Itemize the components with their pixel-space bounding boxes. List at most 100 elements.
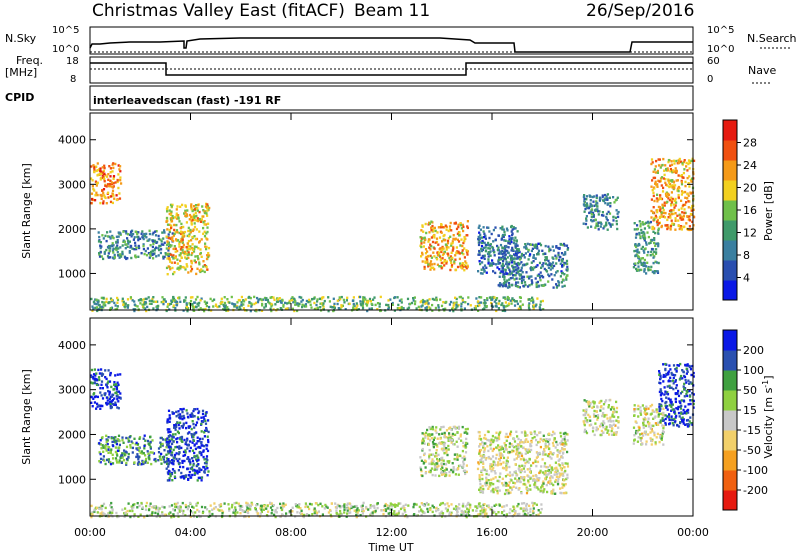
echo-cell bbox=[482, 266, 485, 269]
echo-cell bbox=[452, 466, 455, 469]
echo-cell bbox=[688, 228, 691, 232]
echo-cell bbox=[615, 410, 618, 414]
echo-cell bbox=[688, 175, 691, 178]
echo-cell bbox=[547, 453, 550, 456]
echo-cell bbox=[195, 215, 198, 218]
echo-cell bbox=[670, 219, 673, 222]
echo-cell bbox=[339, 297, 342, 301]
echo-cell bbox=[655, 408, 658, 411]
echo-cell bbox=[148, 229, 151, 232]
echo-cell bbox=[674, 167, 677, 170]
echo-cell bbox=[413, 296, 416, 299]
echo-cell bbox=[180, 239, 183, 243]
echo-cell bbox=[92, 393, 95, 396]
echo-cell bbox=[99, 178, 102, 181]
echo-cell bbox=[520, 454, 524, 458]
echo-cell bbox=[154, 300, 157, 303]
echo-cell bbox=[527, 479, 530, 482]
echo-cell bbox=[443, 226, 446, 229]
colorbar-tick-label: 8 bbox=[743, 249, 750, 262]
echo-cell bbox=[165, 220, 168, 223]
echo-cell bbox=[533, 266, 536, 269]
echo-cell bbox=[478, 445, 481, 448]
echo-cell bbox=[558, 464, 561, 467]
echo-cell bbox=[640, 263, 643, 266]
echo-cell bbox=[608, 196, 611, 199]
echo-cell bbox=[319, 302, 322, 305]
echo-cell bbox=[155, 246, 158, 249]
echo-cell bbox=[116, 449, 119, 452]
echo-cell bbox=[513, 437, 516, 441]
echo-cell bbox=[431, 240, 435, 244]
echo-cell bbox=[641, 442, 644, 446]
echo-cell bbox=[212, 305, 215, 308]
echo-cell bbox=[671, 179, 674, 182]
echo-cell bbox=[130, 440, 133, 443]
echo-cell bbox=[449, 300, 453, 304]
echo-cell bbox=[378, 305, 381, 308]
echo-cell bbox=[205, 206, 208, 210]
echo-cell bbox=[438, 236, 442, 239]
echo-cell bbox=[478, 476, 481, 479]
echo-cell bbox=[535, 438, 538, 442]
echo-cell bbox=[498, 449, 501, 452]
echo-cell bbox=[690, 206, 693, 210]
echo-cell bbox=[169, 260, 172, 263]
echo-cell bbox=[178, 245, 181, 248]
echo-cell bbox=[547, 466, 550, 469]
echo-cell bbox=[545, 256, 548, 259]
echo-cell bbox=[503, 251, 506, 255]
echo-cell bbox=[476, 304, 480, 308]
echo-cell bbox=[253, 302, 256, 306]
echo-cell bbox=[196, 416, 200, 419]
echo-cell bbox=[610, 429, 613, 433]
echo-cell bbox=[162, 438, 165, 441]
echo-cell bbox=[359, 302, 362, 306]
echo-cell bbox=[114, 441, 117, 444]
echo-cell bbox=[142, 306, 145, 309]
echo-cell bbox=[420, 299, 423, 303]
echo-cell bbox=[441, 253, 445, 257]
echo-cell bbox=[133, 248, 136, 251]
echo-cell bbox=[432, 453, 435, 456]
echo-cell bbox=[454, 258, 457, 261]
echo-cell bbox=[452, 245, 455, 249]
echo-cell bbox=[681, 390, 684, 394]
echo-cell bbox=[430, 220, 433, 223]
echo-cell bbox=[497, 261, 500, 265]
echo-cell bbox=[595, 200, 598, 203]
echo-cell bbox=[593, 409, 596, 413]
echo-cell bbox=[644, 264, 647, 268]
echo-cell bbox=[454, 433, 457, 436]
echo-cell bbox=[429, 254, 432, 258]
echo-cell bbox=[445, 228, 448, 231]
echo-cell bbox=[590, 225, 593, 228]
echo-cell bbox=[547, 280, 550, 283]
echo-cell bbox=[479, 438, 483, 441]
echo-cell bbox=[91, 179, 94, 182]
echo-cell bbox=[505, 227, 509, 230]
echo-cell bbox=[602, 214, 605, 217]
echo-cell bbox=[654, 231, 657, 235]
echo-cell bbox=[112, 162, 115, 165]
echo-cell bbox=[481, 473, 484, 477]
echo-cell bbox=[501, 225, 504, 228]
echo-cell bbox=[181, 233, 184, 237]
echo-cell bbox=[249, 309, 252, 313]
echo-cell bbox=[206, 435, 209, 438]
echo-cell bbox=[205, 304, 208, 308]
echo-cell bbox=[160, 240, 163, 243]
echo-cell bbox=[527, 258, 530, 261]
echo-cell bbox=[608, 212, 612, 215]
echo-cell bbox=[112, 457, 115, 460]
echo-cell bbox=[515, 300, 518, 303]
echo-cell bbox=[211, 299, 214, 303]
echo-cell bbox=[530, 441, 533, 444]
echo-cell bbox=[661, 435, 664, 438]
echo-cell bbox=[447, 444, 450, 448]
echo-cell bbox=[199, 450, 202, 454]
echo-cell bbox=[107, 191, 110, 194]
echo-cell bbox=[612, 433, 615, 436]
echo-cell bbox=[566, 462, 569, 465]
echo-cell bbox=[443, 452, 446, 455]
